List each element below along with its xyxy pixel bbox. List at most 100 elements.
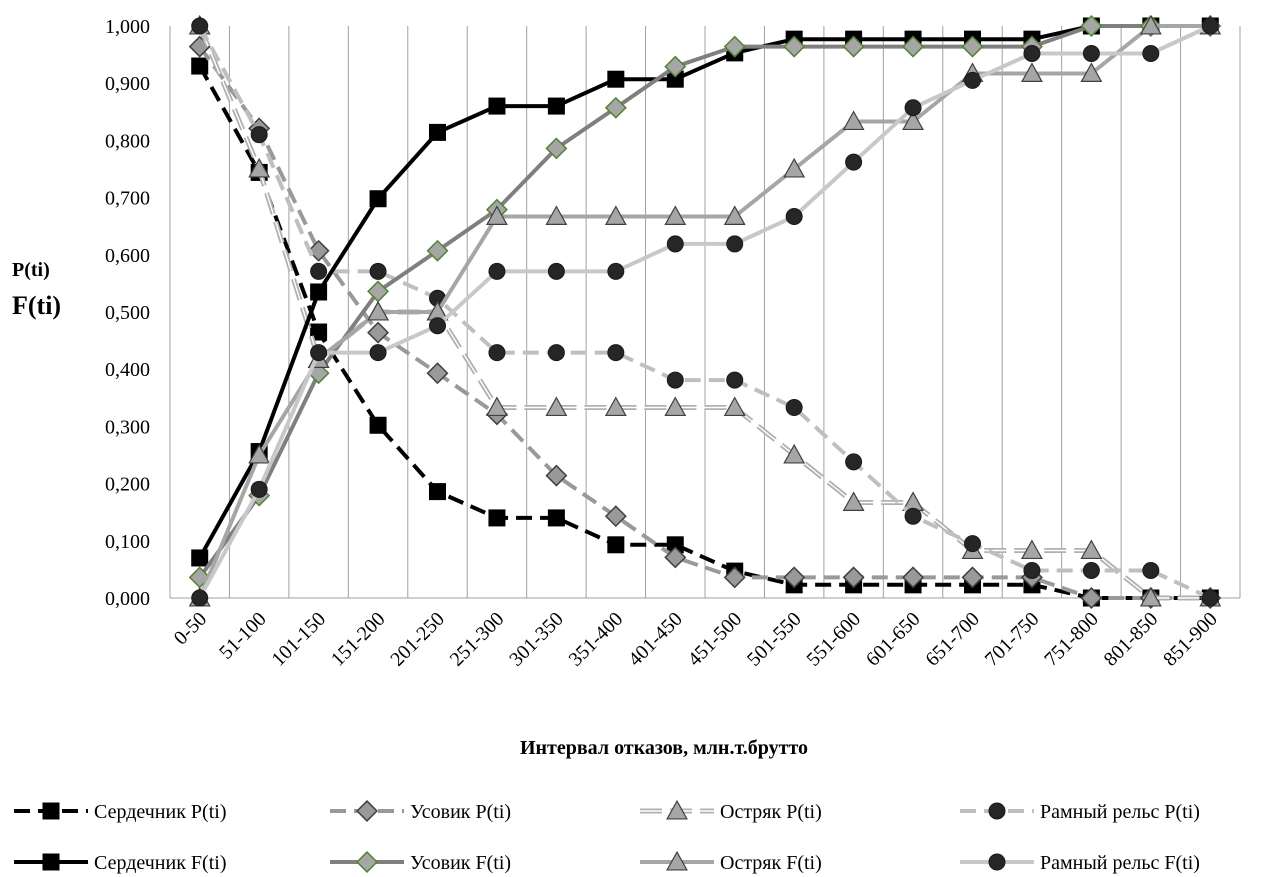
data-point [785,399,803,417]
data-point [842,35,865,58]
x-tick-label: 51-100 [215,608,271,664]
data-point [191,17,209,35]
y-tick-label: 0,500 [105,302,150,324]
data-point [1080,539,1103,560]
data-point [426,239,449,262]
y-axis-label-f: F(ti) [12,291,61,320]
series-layer [188,14,1222,609]
y-tick-label: 0,200 [105,474,150,496]
x-tick-label: 651-700 [921,608,984,671]
data-point [545,205,568,226]
data-point [310,344,328,362]
data-point [1142,562,1160,580]
data-point [964,535,981,553]
data-point [307,239,330,262]
data-point [547,262,565,280]
data-point [1082,562,1100,580]
y-tick-label: 0,800 [105,130,150,152]
data-point [547,509,565,527]
data-point [961,566,984,589]
legend-item: Остряк P(ti) [640,799,822,823]
data-point [783,157,806,178]
data-point [1139,586,1162,607]
data-point [988,802,1006,820]
data-point [248,443,271,464]
data-point [42,853,60,871]
data-point [1021,62,1043,83]
data-point [783,35,806,58]
legend-label: Усовик P(ti) [410,801,511,823]
legend-label: Рамный рельс F(ti) [1040,852,1200,874]
y-tick-label: 0,600 [105,245,150,267]
data-point [426,362,449,385]
series-line [198,24,1211,579]
data-point [488,262,506,280]
data-point [904,99,922,117]
data-point [486,396,508,417]
data-point [369,344,387,362]
data-point [191,57,209,75]
data-point [191,589,209,607]
x-tick-label: 601-650 [862,608,925,671]
data-point [250,480,268,498]
data-point [1021,539,1043,560]
data-point [488,97,506,115]
data-point [367,300,389,321]
data-point [547,97,565,115]
data-point [310,262,328,280]
x-tick-label: 351-400 [565,608,628,671]
x-tick-label: 301-350 [505,608,568,671]
data-point [723,566,746,589]
data-point [902,110,924,131]
data-point [545,137,568,160]
data-point [604,96,627,119]
data-point [1080,15,1103,37]
data-point [904,507,922,525]
data-point [545,396,568,417]
x-tick-label: 801-850 [1100,608,1163,671]
data-point [666,371,684,389]
legend-label: Рамный рельс P(ti) [1040,801,1200,823]
data-point [369,190,387,208]
x-tick-label: 451-500 [684,608,747,671]
data-point [547,344,565,362]
y-tick-label: 0,300 [105,416,150,438]
data-point [248,157,271,178]
data-point [429,317,446,335]
data-point [191,549,209,567]
y-tick-label: 0,900 [105,73,150,95]
data-point [488,509,506,527]
data-point [666,850,688,871]
y-tick-label: 0,100 [105,531,150,553]
data-point [42,802,60,820]
data-point [1139,14,1162,35]
data-point [964,71,981,89]
x-tick-label: 851-900 [1159,608,1222,671]
x-tick-label: 151-200 [327,608,390,671]
y-axis-label-p: P(ti) [12,259,50,281]
data-point [607,262,625,280]
data-point [545,464,568,487]
data-point [785,207,803,225]
legend-label: Сердечник P(ti) [94,801,227,823]
data-point [1023,44,1041,62]
data-point [664,396,687,417]
series-line [197,65,1211,600]
data-point [664,55,687,78]
data-point [367,321,390,344]
y-tick-label: 0,000 [105,588,150,610]
series [191,17,1219,607]
data-point [356,800,378,822]
data-point [902,35,925,58]
legend-item: Остряк F(ti) [640,850,822,874]
data-point [604,505,627,528]
data-point [1142,44,1160,62]
x-tick-label: 0-50 [170,608,211,649]
x-axis-ticks: 0-50 51-100101-150151-200201-250251-30030… [170,608,1222,671]
legend: Сердечник P(ti) Усовик P(ti) Остряк P(ti) Р… [14,799,1200,874]
x-tick-label: 101-150 [267,608,330,671]
data-point [607,536,625,554]
x-axis-label: Интервал отказов, млн.т.брутто [520,737,808,759]
data-point [486,205,508,226]
data-point [369,416,387,434]
